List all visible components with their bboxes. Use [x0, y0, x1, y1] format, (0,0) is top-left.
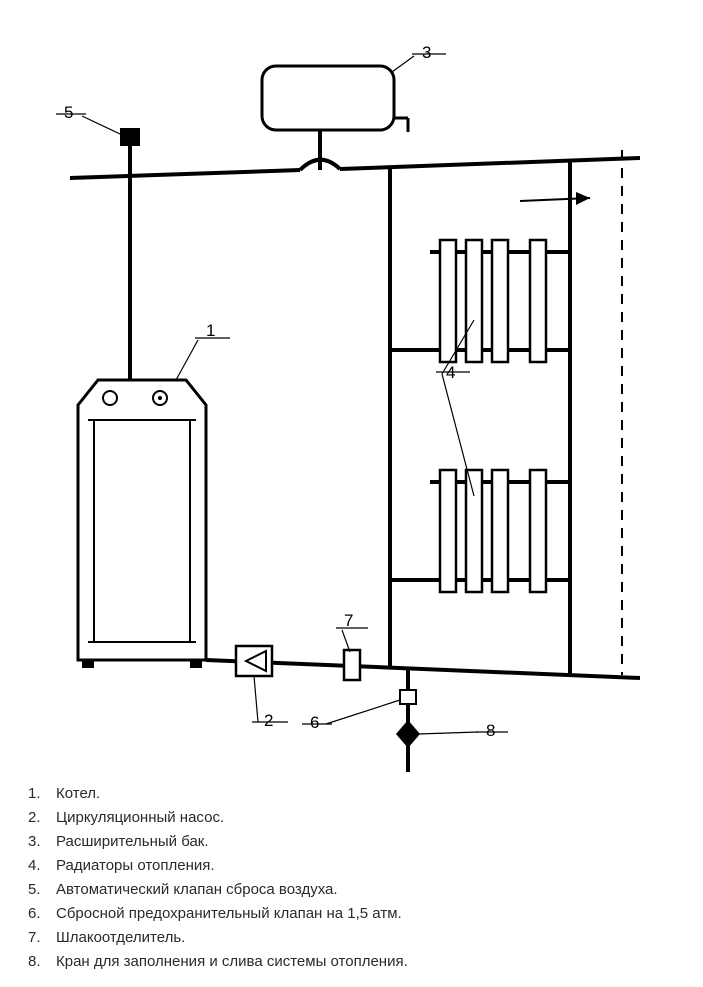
callout-1: 1 [206, 321, 215, 340]
callout-7: 7 [344, 611, 353, 630]
legend-text: Кран для заполнения и слива системы отоп… [56, 950, 408, 974]
legend-item: 3.Расширительный бак. [28, 830, 408, 854]
legend-num: 2. [28, 806, 56, 830]
heating-schematic-diagram: 1 2 3 4 5 6 7 8 [0, 0, 703, 780]
callout-5: 5 [64, 103, 73, 122]
legend-text: Шлакоотделитель. [56, 926, 185, 950]
legend-item: 6.Сбросной предохранительный клапан на 1… [28, 902, 408, 926]
boiler [78, 380, 206, 668]
legend-item: 4.Радиаторы отопления. [28, 854, 408, 878]
radiator-top [430, 240, 556, 362]
legend-num: 6. [28, 902, 56, 926]
legend-item: 2.Циркуляционный насос. [28, 806, 408, 830]
slag-separator [344, 650, 360, 680]
flow-arrow [520, 192, 590, 205]
legend-item: 5.Автоматический клапан сброса воздуха. [28, 878, 408, 902]
legend-num: 1. [28, 782, 56, 806]
legend-num: 5. [28, 878, 56, 902]
legend-text: Автоматический клапан сброса воздуха. [56, 878, 338, 902]
legend: 1.Котел. 2.Циркуляционный насос. 3.Расши… [28, 782, 408, 974]
legend-num: 3. [28, 830, 56, 854]
legend-text: Сбросной предохранительный клапан на 1,5… [56, 902, 402, 926]
callout-8: 8 [486, 721, 495, 740]
legend-item: 1.Котел. [28, 782, 408, 806]
legend-num: 4. [28, 854, 56, 878]
callout-4: 4 [446, 363, 455, 382]
callout-3: 3 [422, 43, 431, 62]
expansion-tank [262, 66, 408, 170]
legend-text: Циркуляционный насос. [56, 806, 224, 830]
callout-6: 6 [310, 713, 319, 732]
page: 1 2 3 4 5 6 7 8 1.Котел. 2.Циркуляционны… [0, 0, 703, 987]
air-vent [120, 128, 140, 146]
drain-valve [396, 720, 420, 748]
legend-text: Котел. [56, 782, 100, 806]
callout-2: 2 [264, 711, 273, 730]
legend-item: 8.Кран для заполнения и слива системы от… [28, 950, 408, 974]
legend-text: Радиаторы отопления. [56, 854, 215, 878]
radiator-bottom [430, 470, 556, 592]
pump [236, 646, 272, 676]
legend-item: 7.Шлакоотделитель. [28, 926, 408, 950]
legend-num: 7. [28, 926, 56, 950]
legend-num: 8. [28, 950, 56, 974]
legend-text: Расширительный бак. [56, 830, 209, 854]
